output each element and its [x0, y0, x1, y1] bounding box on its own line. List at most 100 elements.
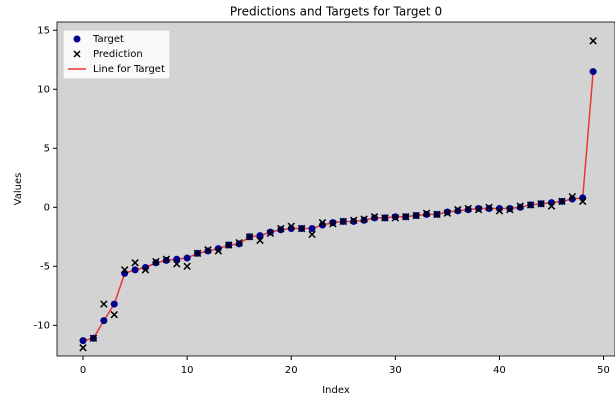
target-point [454, 207, 462, 215]
target-point [287, 225, 295, 233]
prediction-point [412, 211, 420, 220]
prediction-point [162, 255, 171, 263]
prediction-point [391, 214, 400, 222]
prediction-point [422, 209, 431, 217]
prediction-point [443, 209, 452, 217]
x-tick-label: 40 [493, 365, 506, 376]
prediction-point [141, 266, 150, 274]
prediction-point [131, 259, 139, 267]
x-tick-label: 30 [389, 365, 402, 376]
target-point [204, 247, 212, 255]
target-point [100, 317, 108, 325]
y-tick-label: 5 [44, 143, 50, 154]
x-tick-label: 50 [597, 365, 610, 376]
prediction-point [370, 213, 379, 221]
target-point [173, 255, 181, 263]
prediction-point [495, 207, 504, 215]
prediction-point [172, 260, 181, 268]
prediction-point [287, 222, 295, 230]
prediction-point [100, 300, 108, 308]
prediction-point [225, 241, 233, 249]
prediction-point [204, 246, 212, 254]
prediction-point [578, 197, 587, 206]
prediction-point [79, 344, 87, 352]
prediction-point [120, 266, 129, 274]
prediction-point [110, 310, 118, 319]
target-point [277, 226, 285, 234]
target-point [110, 300, 118, 308]
prediction-point [568, 192, 577, 201]
target-point [475, 204, 483, 212]
legend-label: Line for Target [93, 64, 165, 75]
target-point [266, 228, 274, 236]
prediction-point [277, 224, 285, 233]
y-tick-label: 10 [37, 84, 50, 95]
prediction-point [526, 201, 535, 209]
target-point [121, 269, 129, 277]
prediction-point [485, 203, 493, 212]
y-axis-label: Values [13, 173, 24, 206]
target-point [162, 256, 170, 264]
target-point [214, 245, 222, 253]
prediction-point [329, 220, 337, 228]
target-point [79, 337, 87, 345]
prediction-point [360, 215, 368, 223]
chart-title: Predictions and Targets for Target 0 [230, 5, 442, 19]
prediction-point [89, 334, 98, 343]
target-point [589, 68, 597, 76]
prediction-point [193, 249, 202, 258]
target-point [423, 210, 431, 218]
y-tick-label: 15 [37, 25, 50, 36]
target-point [579, 194, 587, 202]
target-point [360, 216, 368, 224]
prediction-point [506, 205, 514, 214]
target-point [485, 204, 493, 212]
target-point [506, 204, 514, 212]
prediction-point [297, 224, 306, 233]
prediction-point [214, 247, 223, 255]
target-point [495, 204, 503, 212]
x-tick-label: 20 [285, 365, 298, 376]
target-point [329, 219, 337, 227]
target-point [568, 195, 576, 203]
target-point [318, 221, 326, 229]
prediction-point [516, 202, 524, 210]
prediction-point [339, 217, 348, 226]
prediction-point [558, 197, 566, 206]
prediction-point [308, 230, 316, 239]
target-point [152, 259, 160, 267]
target-point [141, 263, 149, 271]
prediction-point [474, 205, 483, 214]
prediction-point [589, 37, 597, 45]
legend-marker [73, 50, 81, 58]
prediction-point [318, 218, 327, 227]
y-tick-label: -5 [40, 261, 50, 272]
prediction-point [464, 204, 472, 213]
target-point [308, 225, 316, 233]
x-tick-label: 10 [181, 365, 194, 376]
target-point [256, 232, 264, 240]
x-tick-label: 0 [80, 365, 86, 376]
target-point [391, 213, 399, 221]
legend-label: Prediction [93, 49, 143, 60]
legend-label: Target [92, 34, 124, 45]
target-point [547, 199, 555, 207]
target-point [464, 206, 472, 214]
y-tick-label: 0 [44, 202, 50, 213]
prediction-point [547, 202, 556, 210]
target-point [516, 203, 524, 211]
target-point [235, 240, 243, 248]
target-point [443, 208, 451, 216]
prediction-point [349, 216, 358, 225]
legend-marker [73, 35, 81, 43]
prediction-point [152, 257, 160, 266]
target-point [183, 254, 191, 262]
legend-box [62, 29, 171, 80]
x-axis-label: Index [322, 385, 350, 396]
prediction-point [537, 200, 545, 208]
prediction-point [256, 236, 264, 245]
prediction-point [266, 229, 275, 237]
target-point [371, 214, 379, 222]
y-tick-label: -10 [34, 320, 50, 331]
